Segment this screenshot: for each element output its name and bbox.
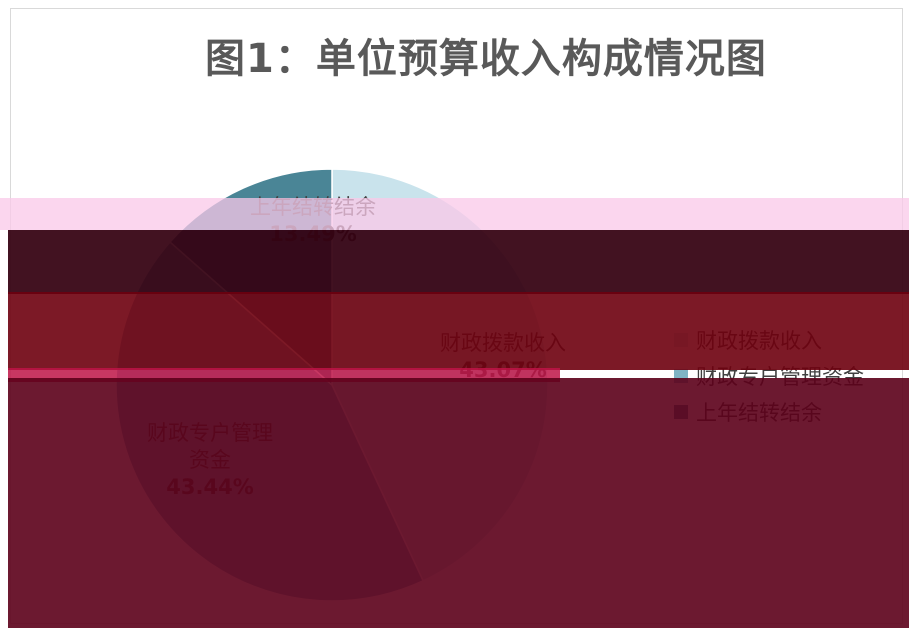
legend-label: 上年结转结余 — [696, 401, 822, 425]
data-label-value: 43.44% — [166, 475, 254, 499]
data-label-slice-2: 上年结转结余 13.49% — [228, 194, 398, 248]
legend-label: 财政专户管理资金 — [696, 365, 864, 389]
data-label-value: 13.49% — [269, 222, 357, 246]
legend-swatch-1 — [674, 369, 688, 383]
legend-item: 财政专户管理资金 — [674, 358, 864, 394]
legend-item: 上年结转结余 — [674, 394, 864, 430]
data-label-name: 财政专户管理资金 — [147, 421, 273, 472]
data-label-value: 43.07% — [459, 358, 547, 382]
legend-item: 财政拨款收入 — [674, 322, 864, 358]
data-label-name: 上年结转结余 — [250, 195, 376, 219]
data-label-slice-0: 财政拨款收入 43.07% — [418, 330, 588, 384]
chart-title: 图1：单位预算收入构成情况图 — [205, 36, 767, 82]
data-label-slice-1: 财政专户管理资金 43.44% — [140, 420, 280, 501]
legend-swatch-0 — [674, 333, 688, 347]
chart-legend: 财政拨款收入 财政专户管理资金 上年结转结余 — [674, 322, 864, 430]
legend-swatch-2 — [674, 405, 688, 419]
data-label-name: 财政拨款收入 — [440, 331, 566, 355]
legend-label: 财政拨款收入 — [696, 329, 822, 353]
